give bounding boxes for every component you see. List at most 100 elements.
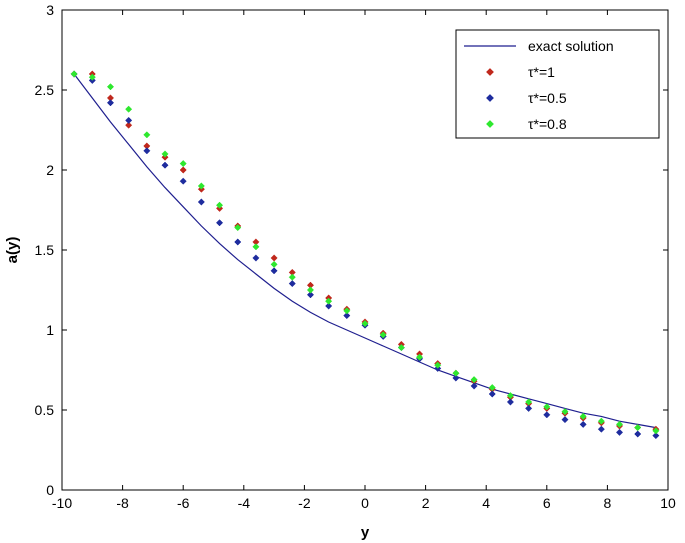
data-point [197, 198, 205, 206]
data-point [106, 83, 115, 91]
legend-swatch [486, 120, 494, 128]
data-point [143, 131, 151, 139]
data-point [216, 219, 224, 227]
x-tick-label: 8 [604, 495, 612, 511]
data-point [397, 344, 405, 352]
legend: exact solution τ*=1 τ*=0.5 τ*=0.8 [455, 29, 660, 139]
data-point [88, 73, 96, 81]
axis-ticks: -10 -8 -6 -4 -2 0 2 4 6 8 10 0 0.5 1 1.5 2 2.5 3 [35, 2, 676, 511]
y-tick-label: 1 [46, 322, 54, 338]
data-point [179, 177, 187, 185]
legend-entry: exact solution [464, 38, 614, 54]
y-tick-label: 3 [46, 2, 54, 18]
data-point [543, 403, 551, 411]
x-tick-label: 6 [543, 495, 551, 511]
data-point [525, 404, 533, 412]
x-tick-label: -4 [238, 495, 251, 511]
data-point [234, 238, 242, 246]
data-point [615, 420, 624, 428]
legend-entry: τ*=0.8 [486, 116, 567, 132]
data-point [234, 224, 242, 232]
legend-label: τ*=1 [528, 64, 555, 80]
data-point [325, 302, 333, 310]
series-0 [73, 73, 657, 429]
y-axis-label: a(y) [4, 237, 21, 264]
data-point [125, 116, 133, 124]
data-point [143, 147, 151, 155]
data-point [470, 382, 478, 390]
data-point [652, 432, 660, 440]
y-tick-label: 0 [46, 482, 54, 498]
data-point [216, 201, 224, 209]
y-tick-label: 1.5 [35, 242, 55, 258]
y-tick-label: 0.5 [35, 402, 55, 418]
data-point [125, 105, 133, 113]
data-point [306, 286, 315, 294]
x-tick-label: 2 [422, 495, 430, 511]
data-point [179, 160, 187, 168]
legend-entry: τ*=0.5 [486, 90, 567, 106]
legend-label: τ*=0.5 [528, 90, 567, 106]
data-point [161, 161, 169, 169]
data-point [579, 420, 587, 428]
data-point [452, 374, 460, 382]
x-tick-label: -6 [177, 495, 190, 511]
x-axis-label: y [361, 524, 370, 541]
data-point [597, 425, 605, 433]
data-point [325, 297, 333, 305]
data-point [288, 273, 296, 281]
data-point [488, 384, 496, 392]
data-point [561, 408, 569, 416]
legend-label: τ*=0.8 [528, 116, 567, 132]
legend-swatch [486, 94, 494, 102]
data-point [452, 369, 460, 377]
data-point [506, 392, 514, 400]
data-point [270, 267, 278, 275]
data-point [288, 280, 296, 288]
data-point [488, 390, 496, 398]
series-layer [70, 70, 660, 440]
legend-box [455, 29, 660, 139]
data-point [70, 70, 78, 78]
data-point [179, 166, 187, 174]
data-point [125, 121, 133, 129]
legend-items: exact solution τ*=1 τ*=0.5 τ*=0.8 [464, 38, 614, 132]
data-point [561, 416, 569, 424]
x-tick-label: -2 [298, 495, 311, 511]
data-point [470, 376, 478, 384]
legend-label: exact solution [528, 38, 614, 54]
data-point [197, 182, 205, 190]
data-point [543, 411, 551, 419]
y-tick-label: 2.5 [35, 82, 55, 98]
data-point [434, 361, 442, 369]
data-point [270, 260, 278, 268]
x-tick-label: -8 [116, 495, 129, 511]
data-point [634, 430, 642, 438]
data-point [306, 291, 315, 299]
x-tick-label: -10 [52, 495, 72, 511]
data-point [343, 312, 351, 320]
y-tick-label: 2 [46, 162, 54, 178]
series-line [73, 73, 657, 429]
data-point [506, 398, 514, 406]
data-point [415, 353, 424, 361]
x-tick-label: 0 [361, 495, 369, 511]
series-3 [70, 70, 660, 435]
data-point [343, 307, 351, 315]
data-point [161, 150, 169, 158]
data-point [525, 398, 533, 406]
x-tick-label: 4 [482, 495, 490, 511]
data-point [579, 412, 587, 420]
legend-entry: τ*=1 [486, 64, 555, 80]
data-point [597, 417, 605, 425]
data-point [252, 243, 260, 251]
data-point [106, 99, 115, 107]
data-point [634, 424, 642, 432]
data-point [652, 427, 660, 435]
data-point [615, 428, 624, 436]
data-point [361, 320, 369, 328]
data-point [379, 331, 387, 339]
x-tick-label: 10 [660, 495, 676, 511]
